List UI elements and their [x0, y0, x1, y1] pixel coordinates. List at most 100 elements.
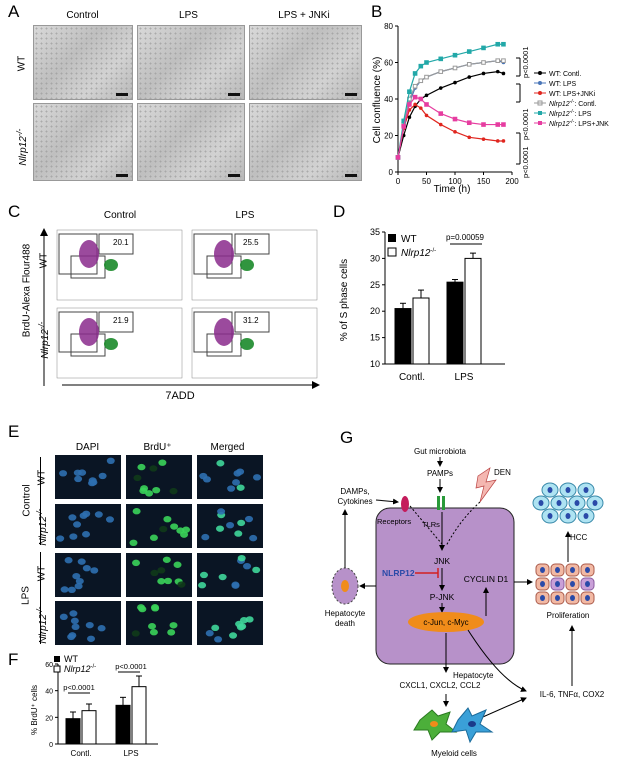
panel-e-bracket-2 — [40, 552, 41, 644]
chart-b-point — [501, 41, 506, 47]
chart-b-point — [407, 89, 412, 95]
bar-ytick: 10 — [370, 359, 380, 369]
chart-d-ylabel: % of S phase cells — [339, 259, 350, 341]
svg-text:Nlrp12-/-: LPS: Nlrp12-/-: LPS — [549, 109, 592, 118]
bar-category-label: LPS — [123, 749, 138, 758]
fluor-image-brdu-3 — [126, 601, 192, 645]
svg-text:p<0.0001: p<0.0001 — [115, 662, 147, 671]
den-lightning-icon — [475, 467, 497, 503]
bar-category-label: LPS — [455, 372, 474, 383]
bar-ytick: 15 — [370, 333, 380, 343]
myeloid-cell-blue-icon — [451, 707, 494, 744]
chart-f-bars — [65, 675, 147, 745]
chart-b-point — [412, 94, 418, 100]
panel-label-f: F — [8, 650, 19, 669]
micrograph-nlrp12-lps — [137, 103, 245, 181]
hepatocyte-cell — [375, 507, 515, 665]
chart-b-point — [467, 135, 472, 140]
micrograph-wt-lps — [137, 25, 245, 100]
chart-b-point — [407, 115, 412, 120]
flow-value: 25.5 — [243, 238, 259, 247]
panel-e-row-nlrp12-2: Nlrp12-/- — [35, 607, 50, 644]
panel-c-y-arrow — [40, 228, 48, 386]
chart-b-point — [481, 122, 486, 127]
bar — [464, 257, 482, 365]
panel-c-col-lps: LPS — [235, 210, 255, 221]
bar — [65, 718, 81, 745]
bar-ytick: 60 — [45, 662, 53, 669]
chart-b-point — [481, 45, 486, 51]
panel-e-group-control: Control — [21, 484, 33, 517]
flow-value: 21.9 — [113, 316, 129, 325]
chart-b-point — [481, 71, 486, 76]
chart-b-xtick: 150 — [477, 177, 491, 186]
chart-b-point — [424, 93, 429, 98]
flow-value: 31.2 — [243, 316, 259, 325]
chart-b-point — [467, 75, 472, 79]
bar-ytick: 0 — [49, 742, 53, 749]
flow-plot-nlrp12-control: 21.9 — [56, 307, 183, 379]
chart-b-point — [501, 58, 506, 63]
chart-b-ylabel: Cell confluence (%) — [372, 57, 383, 144]
chart-b-point — [501, 122, 506, 127]
micrograph-wt-lps-jnki — [249, 25, 362, 100]
bar-ytick: 20 — [370, 306, 380, 316]
svg-text:WT: LPS+JNKi: WT: LPS+JNKi — [549, 91, 596, 98]
proliferation-label: Proliferation — [547, 611, 590, 620]
fluor-image-dapi-0 — [55, 455, 121, 499]
fluor-image-brdu-1 — [126, 504, 192, 548]
panel-e-bracket-1 — [40, 457, 41, 545]
panel-label-e: E — [8, 422, 20, 441]
fluor-image-dapi-2 — [55, 553, 121, 597]
receptor-icon — [401, 496, 409, 512]
chart-b-ytick: 60 — [384, 59, 393, 68]
bar-ytick: 40 — [45, 689, 53, 696]
chart-b-significance: p<0.0001 p<0.0001 p<0.0001 — [516, 47, 530, 178]
panel-a-row-nlrp12: Nlrp12-/- — [14, 128, 30, 166]
chart-b-point — [424, 102, 429, 107]
fluor-image-dapi-1 — [55, 504, 121, 548]
chart-b-point — [495, 41, 501, 47]
chart-b-point — [438, 69, 444, 74]
panel-label-g: G — [340, 428, 354, 447]
svg-text:Nlrp12-/-: LPS+JNK: Nlrp12-/-: LPS+JNK — [549, 119, 609, 128]
panel-e-row-nlrp12-1: Nlrp12-/- — [35, 509, 50, 546]
legend-item-nlrp12-lps-jnk: Nlrp12-/-: LPS+JNK — [534, 119, 609, 128]
cjun-cmyc-ellipse — [408, 612, 484, 632]
panel-label-d: D — [333, 202, 346, 221]
chart-b-point — [407, 102, 412, 107]
il6-label: IL-6, TNFα, COX2 — [540, 690, 605, 699]
panel-c-xlabel: 7ADD — [165, 390, 195, 402]
chart-b-point — [466, 62, 472, 67]
chart-b-point — [438, 122, 443, 127]
chart-d-axes: 10 15 20 25 30 35 Contl. LPS — [370, 227, 505, 383]
chart-b-ytick: 20 — [384, 132, 393, 141]
chart-b-point — [419, 106, 423, 110]
legend-item-nlrp12-contl: Nlrp12-/-: Contl. — [534, 99, 597, 108]
chart-f-legend: WT Nlrp12-/- — [53, 654, 96, 674]
fluor-image-brdu-0 — [126, 455, 192, 499]
chart-b-point — [481, 137, 486, 141]
fluorescence-grid — [55, 455, 263, 645]
chart-d-legend: WT Nlrp12-/- — [387, 234, 436, 259]
chart-f-ylabel: % BrdU⁺ cells — [30, 685, 39, 735]
chart-b-point — [413, 102, 417, 107]
chart-b-point — [424, 60, 429, 65]
hepatocyte-label: Hepatocyte — [453, 671, 494, 680]
chart-d: 10 15 20 25 30 35 Contl. LPS % of S phase cells… — [339, 227, 505, 383]
panel-label-c: C — [8, 202, 21, 221]
legend-label-wt: WT — [401, 234, 417, 245]
damps-label: DAMPs, — [340, 487, 369, 496]
chart-b-xtick: 0 — [396, 177, 401, 186]
chart-b-series — [395, 41, 506, 160]
chart-b-point — [452, 52, 458, 58]
chart-b-point — [395, 155, 401, 160]
chart-b-point — [418, 96, 424, 102]
chart-b-point — [452, 65, 458, 71]
panel-e-group-lps: LPS — [20, 586, 32, 605]
chart-b-point — [438, 111, 444, 116]
legend-item-wt-lps: WT: LPS — [534, 81, 577, 88]
fluor-image-merged-0 — [197, 455, 263, 499]
bar-ytick: 35 — [370, 227, 380, 237]
chart-b-series-1 — [396, 58, 506, 160]
